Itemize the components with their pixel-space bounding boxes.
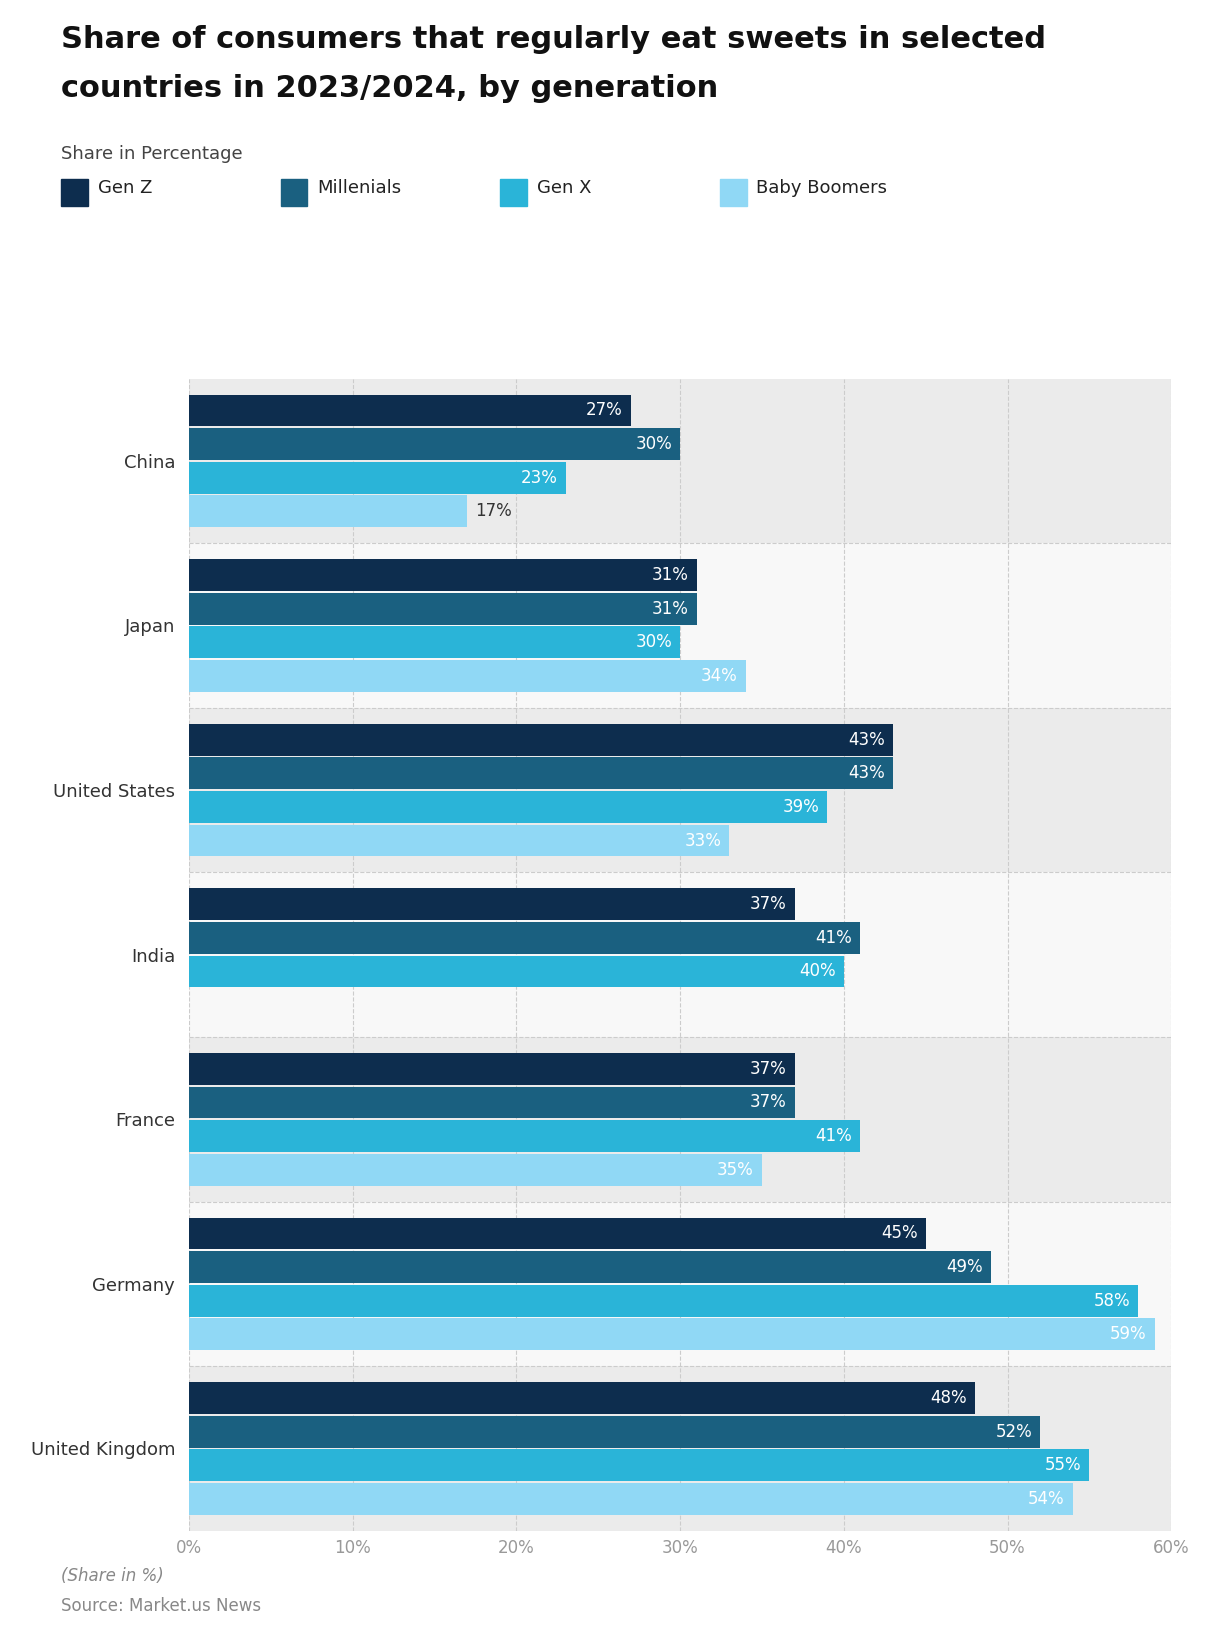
Bar [189,379,1171,543]
Text: 31%: 31% [651,599,688,617]
Bar [189,1318,1155,1350]
Bar [189,872,1171,1037]
Bar [189,1383,975,1414]
Text: 39%: 39% [782,798,820,816]
Text: 35%: 35% [717,1160,754,1179]
Bar [189,1053,794,1085]
Text: 48%: 48% [930,1389,966,1407]
Text: 43%: 43% [848,731,884,749]
Bar [189,1286,1138,1317]
Text: 40%: 40% [799,963,836,981]
Text: 54%: 54% [1028,1490,1065,1508]
Bar [189,1154,762,1185]
Text: 17%: 17% [476,502,512,520]
Bar [189,724,893,756]
Text: 37%: 37% [750,1093,787,1111]
Text: Baby Boomers: Baby Boomers [756,179,887,198]
Text: Share in Percentage: Share in Percentage [61,145,243,163]
Bar [189,627,681,658]
Bar [189,495,467,527]
Bar [189,660,745,691]
Bar [189,757,893,788]
Bar [189,1366,1171,1531]
Text: Gen X: Gen X [537,179,592,198]
Bar [189,1416,1041,1447]
Bar [189,922,860,953]
Text: 58%: 58% [1093,1292,1130,1310]
Bar [189,1251,991,1282]
Bar [189,1121,860,1152]
Text: 27%: 27% [586,402,623,420]
Bar [189,1218,926,1249]
Bar [189,1037,1171,1202]
Text: 55%: 55% [1044,1457,1081,1475]
Text: (Share in %): (Share in %) [61,1567,163,1585]
Text: 30%: 30% [636,634,672,652]
Bar [189,1202,1171,1366]
Bar [189,1483,1074,1514]
Bar [189,792,827,823]
Text: 31%: 31% [651,566,688,584]
Text: Share of consumers that regularly eat sweets in selected: Share of consumers that regularly eat sw… [61,25,1046,54]
Bar [189,708,1171,872]
Text: 41%: 41% [815,928,852,946]
Text: countries in 2023/2024, by generation: countries in 2023/2024, by generation [61,74,719,104]
Text: 52%: 52% [996,1422,1032,1440]
Bar [189,560,697,591]
Bar [189,825,730,856]
Text: 33%: 33% [684,831,721,849]
Text: Source: Market.us News: Source: Market.us News [61,1597,261,1615]
Text: Millenials: Millenials [317,179,401,198]
Bar [189,463,566,494]
Text: 23%: 23% [521,469,558,487]
Text: 45%: 45% [881,1225,917,1243]
Bar [189,428,681,459]
Text: 37%: 37% [750,895,787,914]
Bar [189,956,844,988]
Bar [189,543,1171,708]
Bar [189,889,794,920]
Text: Gen Z: Gen Z [98,179,152,198]
Text: 34%: 34% [700,667,737,685]
Bar [189,1086,794,1118]
Text: 30%: 30% [636,435,672,453]
Text: 37%: 37% [750,1060,787,1078]
Text: 59%: 59% [1110,1325,1147,1343]
Bar [189,593,697,624]
Bar [189,395,631,426]
Text: 41%: 41% [815,1128,852,1146]
Text: 43%: 43% [848,764,884,782]
Bar [189,1450,1089,1481]
Text: 49%: 49% [947,1258,983,1276]
